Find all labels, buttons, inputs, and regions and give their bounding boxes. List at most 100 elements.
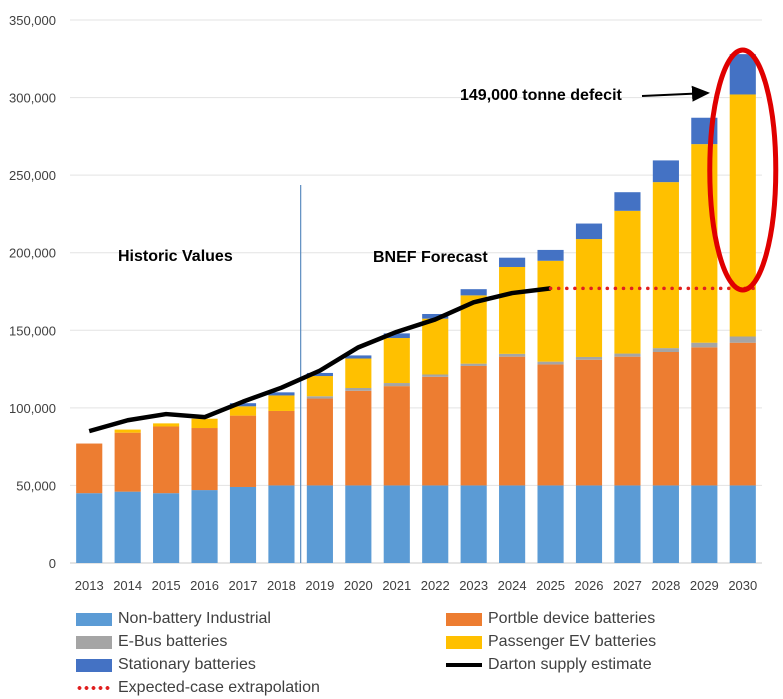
bar-segment — [729, 54, 756, 95]
x-tick-label: 2018 — [267, 578, 296, 593]
bar-segment — [499, 257, 526, 267]
bar-segment — [691, 347, 718, 486]
bar-segment — [460, 485, 487, 563]
bar-segment — [460, 289, 487, 296]
bar-segment — [575, 356, 603, 360]
bar-segment — [499, 266, 526, 354]
x-tick-label: 2029 — [690, 578, 719, 593]
x-tick-label: 2015 — [152, 578, 181, 593]
y-tick-label: 250,000 — [9, 168, 56, 183]
bar-segment — [499, 485, 526, 563]
y-tick-label: 200,000 — [9, 246, 56, 261]
bar-segment — [114, 432, 141, 492]
bar-segment — [153, 426, 180, 494]
bar-segment — [306, 372, 333, 377]
bar-segment — [614, 356, 641, 486]
bar-segment — [652, 352, 679, 486]
bar-segment — [229, 406, 257, 416]
bar-segment — [614, 210, 641, 354]
bar-segment — [460, 363, 487, 366]
bar-segment — [652, 160, 679, 183]
bar-segment — [575, 239, 603, 357]
bar-segment — [575, 485, 603, 563]
x-tick-label: 2023 — [459, 578, 488, 593]
bar-segment — [691, 144, 718, 343]
x-tick-label: 2027 — [613, 578, 642, 593]
bar-segment — [652, 348, 679, 353]
y-tick-label: 0 — [49, 556, 56, 571]
bar-segment — [729, 336, 756, 343]
bar-segment — [153, 493, 180, 563]
x-tick-label: 2014 — [113, 578, 142, 593]
bar-segment — [229, 486, 257, 563]
bar-segment — [499, 356, 526, 486]
bar-segment — [306, 396, 333, 399]
x-tick-label: 2017 — [229, 578, 258, 593]
bar-segment — [191, 428, 218, 491]
x-tick-label: 2019 — [305, 578, 334, 593]
bar-segment — [422, 376, 449, 486]
bar-segment — [729, 94, 756, 337]
bar-segment — [691, 485, 718, 563]
bar-segment — [614, 192, 641, 211]
bar-segment — [422, 485, 449, 563]
bar-segment — [345, 355, 372, 359]
bar-segment — [268, 395, 295, 411]
bar-segment — [114, 491, 141, 563]
bar-segment — [422, 318, 449, 375]
bar-segment — [345, 358, 372, 388]
bar-segment — [537, 249, 564, 261]
bar-segment — [191, 418, 218, 429]
bar-segment — [191, 490, 218, 563]
bar-segment — [499, 353, 526, 357]
x-tick-label: 2013 — [75, 578, 104, 593]
x-tick-label: 2024 — [498, 578, 527, 593]
bar-segment — [460, 365, 487, 486]
overlay — [88, 47, 779, 563]
x-tick-label: 2028 — [651, 578, 680, 593]
bar-segment — [306, 376, 333, 397]
defecit-arrow — [641, 85, 710, 102]
bar-segment — [537, 364, 564, 486]
bar-segment — [537, 361, 564, 365]
bar-segment — [422, 374, 449, 377]
bar-segment — [729, 342, 756, 486]
deficit-highlight-ellipse — [707, 47, 779, 293]
bar-segment — [383, 386, 410, 486]
bar-segment — [114, 429, 141, 433]
x-tick-label: 2030 — [728, 578, 757, 593]
x-tick-label: 2026 — [575, 578, 604, 593]
bar-segment — [537, 260, 564, 362]
bar-segment — [268, 485, 295, 563]
bar-segment — [268, 410, 295, 486]
x-axis-ticks: 2013 2014 2015 2016 2017 2018 2019 2020 2021 2022… — [75, 578, 757, 593]
bar-segment — [614, 353, 641, 357]
bar-segment — [383, 338, 410, 384]
y-tick-label: 300,000 — [9, 91, 56, 106]
darton-supply-line — [88, 286, 551, 434]
bar-segment — [383, 333, 410, 339]
y-tick-label: 100,000 — [9, 401, 56, 416]
bar-segment — [383, 485, 410, 563]
x-tick-label: 2022 — [421, 578, 450, 593]
bar-segment — [153, 423, 180, 427]
x-tick-label: 2020 — [344, 578, 373, 593]
x-tick-label: 2021 — [382, 578, 411, 593]
bar-segment — [537, 485, 564, 563]
y-tick-label: 150,000 — [9, 323, 56, 338]
grid-lines — [70, 19, 762, 564]
y-tick-label: 50,000 — [16, 478, 56, 493]
annotation-bnef-forecast: BNEF Forecast — [373, 249, 488, 266]
annotation-defecit: 149,000 tonne defecit — [460, 87, 623, 104]
bar-segment — [652, 182, 679, 349]
bar-segment — [76, 493, 103, 563]
bar-segment — [691, 342, 718, 348]
bar-segment — [306, 398, 333, 486]
bar-segment — [575, 359, 603, 486]
x-tick-label: 2016 — [190, 578, 219, 593]
bar-segment — [614, 485, 641, 563]
annotation-historic-values: Historic Values — [118, 248, 233, 265]
bar-segment — [652, 485, 679, 563]
bar-segment — [575, 223, 603, 240]
